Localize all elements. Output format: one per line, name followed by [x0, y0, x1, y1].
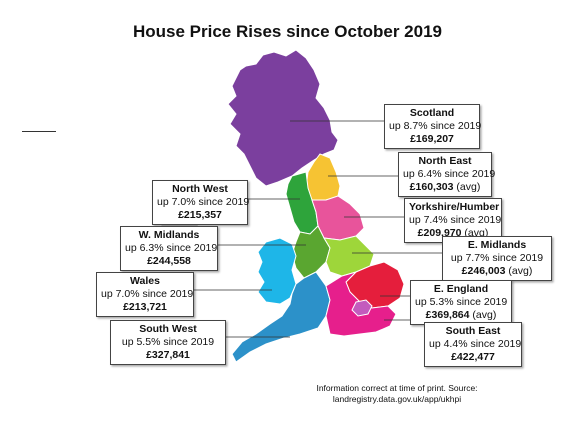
- region-london: [351, 299, 373, 317]
- label-south-west: South West up 5.5% since 2019 £327,841: [110, 320, 226, 365]
- region-change: up 6.3% since 2019: [125, 242, 218, 254]
- source-line-2: landregistry.data.gov.uk/app/ukhpi: [332, 394, 462, 404]
- region-price: £169,207: [410, 133, 454, 145]
- region-change: up 7.0% since 2019: [157, 196, 250, 208]
- region-avg-note: (avg): [472, 309, 497, 321]
- label-north-east: North East up 6.4% since 2019 £160,303 (…: [398, 152, 496, 197]
- region-change: up 4.4% since 2019: [429, 338, 522, 350]
- region-price: £422,477: [451, 351, 495, 363]
- region-name: South West: [139, 323, 197, 335]
- region-change: up 5.5% since 2019: [121, 336, 215, 348]
- region-price: £213,721: [123, 301, 167, 313]
- label-e-england: E. England up 5.3% since 2019 £369,864 (…: [410, 280, 512, 325]
- region-name: North West: [172, 183, 228, 195]
- region-avg-note: (avg): [456, 181, 481, 193]
- region-change: up 7.7% since 2019: [450, 252, 544, 264]
- region-name: South East: [445, 325, 501, 337]
- map-title: House Price Rises since October 2019: [133, 22, 442, 41]
- region-name: Yorkshire/Humber: [409, 201, 500, 213]
- label-scotland: Scotland up 8.7% since 2019 £169,207: [384, 104, 482, 149]
- region-price: £246,003: [461, 265, 506, 277]
- region-change: up 8.7% since 2019: [389, 120, 482, 132]
- region-name: Scotland: [409, 107, 455, 119]
- region-name: W. Midlands: [138, 229, 200, 241]
- region-name: E. England: [433, 283, 489, 295]
- label-south-east: South East up 4.4% since 2019 £422,477: [424, 322, 522, 367]
- label-e-midlands: E. Midlands up 7.7% since 2019 £246,003 …: [442, 236, 552, 281]
- region-name: E. Midlands: [467, 239, 527, 251]
- region-scotland: [227, 49, 339, 187]
- label-wales: Wales up 7.0% since 2019 £213,721: [96, 272, 194, 317]
- region-price: £160,303: [409, 181, 454, 193]
- leader-lines: [194, 120, 442, 338]
- label-yorkshire: Yorkshire/Humber up 7.4% since 2019 £209…: [404, 198, 502, 243]
- region-change: up 6.4% since 2019: [403, 168, 496, 180]
- source-line-1: Information correct at time of print. So…: [316, 383, 478, 393]
- divider-line: [22, 131, 56, 132]
- region-name: North East: [418, 155, 472, 167]
- region-yorkshire: [311, 195, 365, 241]
- label-w-midlands: W. Midlands up 6.3% since 2019 £244,558: [120, 226, 218, 271]
- source-note: Information correct at time of print. So…: [312, 383, 482, 405]
- region-change: up 7.0% since 2019: [101, 288, 194, 300]
- region-price: £369,864: [425, 309, 470, 321]
- region-avg-note: (avg): [508, 265, 533, 277]
- label-north-west: North West up 7.0% since 2019 £215,357: [152, 180, 250, 225]
- region-change: up 5.3% since 2019: [415, 296, 508, 308]
- region-name: Wales: [130, 275, 160, 287]
- region-price: £327,841: [146, 349, 190, 361]
- region-price: £244,558: [147, 255, 191, 267]
- region-price: £215,357: [178, 209, 222, 221]
- region-wales: [257, 237, 297, 305]
- region-change: up 7.4% since 2019: [409, 214, 502, 226]
